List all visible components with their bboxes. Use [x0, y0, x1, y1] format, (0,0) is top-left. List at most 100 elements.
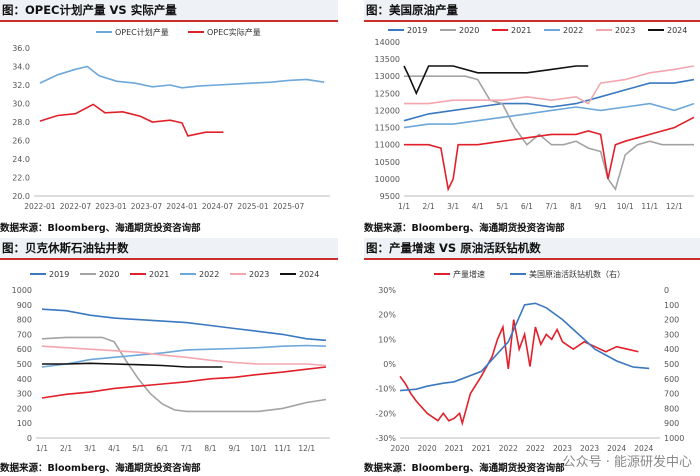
y-tick-label-right: 800 [664, 404, 679, 413]
x-tick-label: 2025-07 [273, 202, 305, 211]
y-tick-label-left: 0% [383, 360, 396, 369]
y-tick-label-right: 300 [664, 330, 679, 339]
x-tick-label: 1/1 [398, 202, 410, 211]
x-tick-label: 11/1 [641, 202, 658, 211]
x-tick-label: 11/1 [274, 444, 291, 453]
panel-source: 数据来源：Bloomberg、海通期货投资咨询部 [364, 463, 565, 474]
panel-baker-hughes: 图：贝克休斯石油钻井数 0 100 200 300 400 500 600 700 800 900… [0, 238, 338, 476]
y-tick-label: 11500 [375, 124, 400, 133]
panel-title: 图：OPEC计划产量 VS 实际产量 [0, 0, 338, 22]
y-tick-label: 200 [17, 404, 32, 413]
panel-us-production: 图：美国原油产量 9500 10000 10500 11000 11500 12000 12… [364, 0, 700, 236]
y-tick-label-right: 600 [664, 375, 679, 384]
y-tick-label: 24.0 [12, 155, 30, 164]
x-tick-label: 3/1 [84, 444, 96, 453]
y-tick-label: 0 [27, 434, 32, 443]
y-tick-label: 20.0 [12, 192, 30, 201]
legend-label: OPEC计划产量 [115, 27, 169, 37]
y-tick-label: 100 [17, 419, 32, 428]
legend-label: 2021 [511, 26, 531, 35]
series-line [39, 103, 224, 137]
legend-label: 2023 [249, 270, 269, 279]
legend-label: 美国原油活跃钻机数（右） [529, 269, 625, 279]
panel-source: 数据来源：Bloomberg、海通期货投资咨询部 [0, 463, 201, 474]
series-line [41, 336, 327, 413]
x-tick-label: 2022 [526, 444, 545, 453]
y-tick-label-right: 200 [664, 316, 679, 325]
watermark: 公众号 · 能源研发中心 [562, 455, 692, 470]
legend-label: 2019 [49, 270, 69, 279]
y-tick-label: 11000 [375, 141, 400, 150]
x-tick-label: 2023-07 [131, 202, 163, 211]
y-tick-label-left: -10% [375, 385, 396, 394]
y-tick-label-left: 10% [378, 335, 396, 344]
y-tick-label: 800 [17, 316, 32, 325]
legend-label: OPEC实际产量 [207, 27, 261, 37]
chart-us-production: 9500 10000 10500 11000 11500 12000 12500 13000 1… [375, 26, 695, 211]
x-tick-label: 6/1 [156, 444, 168, 453]
y-tick-label-left: 20% [378, 311, 396, 320]
y-tick-label: 300 [17, 390, 32, 399]
y-tick-label: 34.0 [12, 63, 30, 72]
y-tick-label: 500 [17, 360, 32, 369]
legend-label: 2021 [149, 270, 169, 279]
series-line [42, 362, 223, 368]
x-tick-label: 2021 [445, 444, 464, 453]
panel-title: 图：贝克休斯石油钻井数 [0, 238, 338, 260]
series-line [404, 65, 695, 105]
legend-label: 2022 [563, 26, 583, 35]
y-tick-label-left: -30% [375, 434, 396, 443]
x-tick-label: 1/1 [36, 444, 48, 453]
x-tick-label: 3/1 [447, 202, 459, 211]
series-line [403, 78, 695, 122]
y-tick-label-left: 30% [378, 286, 396, 295]
y-tick-label-right: 700 [664, 390, 679, 399]
x-tick-label: 2025-01 [237, 202, 269, 211]
series-line [399, 319, 639, 427]
x-tick-label: 2024-07 [202, 202, 234, 211]
x-tick-label: 6/1 [521, 202, 533, 211]
y-tick-label: 1000 [12, 286, 32, 295]
y-tick-label: 700 [17, 330, 32, 339]
legend-label: 2020 [99, 270, 119, 279]
x-tick-label: 2022-07 [60, 202, 92, 211]
series-line [41, 308, 327, 342]
legend-label: 2020 [459, 26, 479, 35]
panel-growth-vs-rigs: 图：产量增速 VS 原油活跃钻机数 -30% -20% -10% 0% 10% 20% 30… [364, 238, 700, 476]
series-line [41, 344, 327, 368]
legend-label: 2024 [667, 26, 687, 35]
series-line [399, 302, 650, 392]
panel-source: 数据来源：Bloomberg、海通期货投资咨询部 [364, 223, 565, 234]
chart-baker-hughes: 0 100 200 300 400 500 600 700 800 900 1000 1/1 2/1 3/… [12, 270, 330, 453]
legend-label: 产量增速 [453, 269, 485, 279]
x-tick-label: 7/1 [545, 202, 557, 211]
x-tick-label: 12/1 [298, 444, 315, 453]
y-tick-label-right: 900 [664, 419, 679, 428]
legend-label: 2023 [615, 26, 635, 35]
x-tick-label: 2020 [418, 444, 437, 453]
series-line [404, 116, 695, 192]
chart-opec: 20.0 22.0 24.0 26.0 28.0 30.0 32.0 34.0 36.0 2022… [12, 27, 330, 211]
series-line [41, 366, 327, 399]
x-tick-label: 12/1 [666, 202, 683, 211]
x-tick-label: 5/1 [496, 202, 508, 211]
x-tick-label: 2024-01 [166, 202, 198, 211]
panel-title: 图：美国原油产量 [364, 0, 700, 22]
y-tick-label: 13500 [375, 55, 400, 64]
y-tick-label: 36.0 [12, 44, 30, 53]
x-tick-label: 2021 [472, 444, 491, 453]
y-tick-label: 22.0 [12, 174, 30, 183]
x-tick-label: 2/1 [423, 202, 435, 211]
y-tick-label: 28.0 [12, 118, 30, 127]
panel-title: 图：产量增速 VS 原油活跃钻机数 [364, 238, 700, 260]
y-tick-label: 12000 [375, 106, 400, 115]
x-tick-label: 2022-01 [24, 202, 56, 211]
x-tick-label: 10/1 [250, 444, 267, 453]
y-tick-label: 900 [17, 301, 32, 310]
y-tick-label: 14000 [375, 38, 400, 47]
y-tick-label: 32.0 [12, 81, 30, 90]
x-tick-label: 8/1 [204, 444, 216, 453]
y-tick-label-left: -20% [375, 409, 396, 418]
x-tick-label: 7/1 [180, 444, 192, 453]
series-line [403, 102, 695, 129]
